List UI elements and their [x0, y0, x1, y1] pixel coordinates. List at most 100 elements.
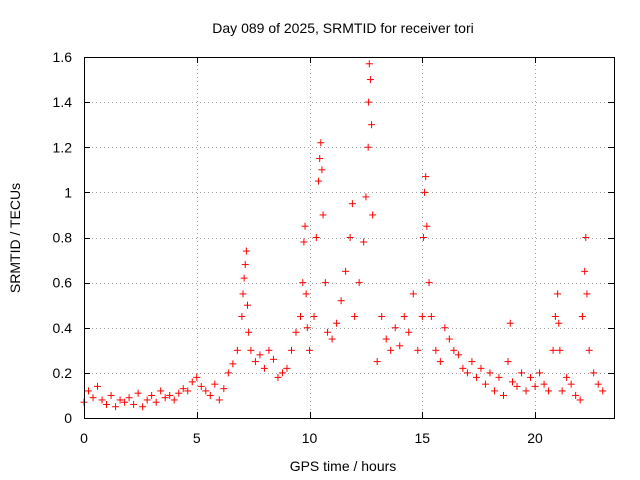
- data-point: [495, 373, 503, 381]
- x-tick-label: 0: [80, 430, 88, 446]
- data-point: [233, 346, 241, 354]
- data-point: [310, 312, 318, 320]
- data-point: [387, 346, 395, 354]
- data-point: [245, 328, 253, 336]
- data-point: [585, 346, 593, 354]
- data-point: [112, 403, 120, 411]
- data-point: [85, 387, 93, 395]
- data-point: [436, 358, 444, 366]
- data-point: [556, 346, 564, 354]
- data-point: [450, 346, 458, 354]
- data-point: [306, 346, 314, 354]
- data-point: [98, 396, 106, 404]
- y-axis-label: SRMTID / TECUs: [7, 183, 23, 293]
- data-point: [103, 400, 111, 408]
- data-point: [269, 355, 277, 363]
- data-point: [328, 335, 336, 343]
- data-point: [419, 234, 427, 241]
- data-point: [175, 389, 183, 397]
- data-point: [166, 391, 174, 399]
- data-point: [300, 238, 308, 246]
- data-point: [445, 335, 453, 343]
- data-point: [396, 342, 404, 350]
- data-point: [188, 378, 196, 386]
- data-point: [206, 391, 214, 399]
- data-point: [287, 346, 295, 354]
- data-point: [366, 76, 374, 84]
- data-point: [107, 391, 115, 399]
- data-point: [220, 385, 228, 393]
- data-point: [197, 382, 205, 390]
- data-point: [499, 391, 507, 399]
- data-point: [418, 312, 426, 320]
- data-point: [292, 328, 300, 336]
- data-point: [211, 380, 219, 388]
- data-point: [143, 396, 151, 404]
- data-point: [346, 234, 354, 241]
- data-point: [324, 328, 332, 336]
- data-point: [365, 60, 373, 68]
- data-point: [554, 290, 562, 298]
- data-point: [472, 373, 480, 381]
- data-point: [224, 369, 232, 377]
- data-point: [513, 382, 521, 390]
- data-point: [240, 274, 248, 282]
- data-point: [337, 297, 345, 305]
- data-point: [481, 380, 489, 388]
- data-point: [599, 387, 607, 395]
- data-point: [423, 222, 431, 230]
- data-point: [315, 177, 323, 185]
- data-point: [518, 369, 526, 377]
- data-point: [427, 312, 435, 320]
- data-point: [121, 398, 129, 406]
- data-point: [391, 324, 399, 332]
- y-tick-label: 0.2: [53, 365, 73, 381]
- data-point: [567, 380, 575, 388]
- data-point: [362, 193, 370, 201]
- data-point: [373, 358, 381, 366]
- data-point: [152, 398, 160, 406]
- x-tick-label: 20: [527, 430, 543, 446]
- data-point: [321, 279, 329, 287]
- data-point: [425, 279, 433, 287]
- data-point: [509, 378, 517, 386]
- data-point: [545, 387, 553, 395]
- data-point: [506, 319, 514, 327]
- data-point: [594, 380, 602, 388]
- data-point: [551, 312, 559, 320]
- y-tick-label: 1: [64, 184, 72, 200]
- data-point: [256, 351, 264, 359]
- data-point: [414, 346, 422, 354]
- data-point: [116, 396, 124, 404]
- data-point: [581, 267, 589, 275]
- data-point: [202, 387, 210, 395]
- data-point: [582, 234, 590, 241]
- x-tick-labels: 0 5 10 15 20: [80, 430, 543, 446]
- data-point: [563, 373, 571, 381]
- data-point: [463, 369, 471, 377]
- data-point: [558, 387, 566, 395]
- data-point: [299, 279, 307, 287]
- data-point: [527, 373, 535, 381]
- data-point: [239, 290, 247, 298]
- y-tick-label: 0.8: [53, 230, 73, 246]
- data-point: [578, 312, 586, 320]
- data-point: [193, 373, 201, 381]
- data-point: [241, 261, 249, 269]
- data-point: [486, 369, 494, 377]
- data-point: [242, 247, 250, 255]
- data-point: [369, 211, 377, 219]
- data-point: [441, 324, 449, 332]
- data-points: [80, 60, 607, 411]
- data-point: [148, 391, 156, 399]
- y-tick-labels: 0 0.2 0.4 0.6 0.8 1 1.2 1.4 1.6: [53, 49, 73, 426]
- data-point: [312, 234, 320, 241]
- data-point: [432, 346, 440, 354]
- data-point: [576, 396, 584, 404]
- data-point: [555, 319, 563, 327]
- data-point: [400, 312, 408, 320]
- data-point: [303, 324, 311, 332]
- data-point: [319, 211, 327, 219]
